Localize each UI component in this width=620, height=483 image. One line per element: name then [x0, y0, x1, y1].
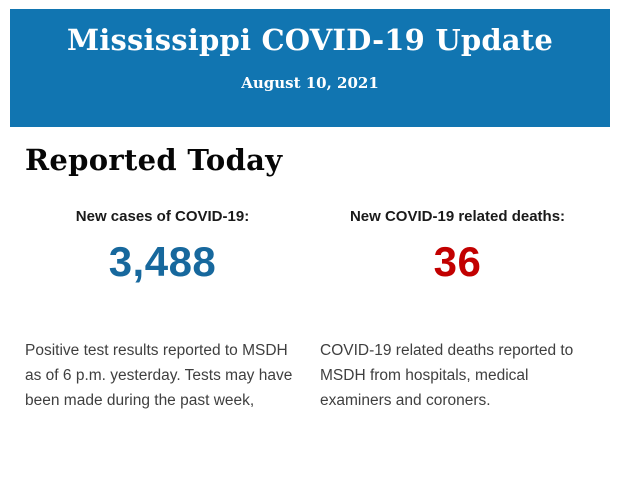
page-title: Mississippi COVID-19 Update [66, 23, 554, 57]
descriptions-row: Positive test results reported to MSDH a… [25, 338, 595, 413]
main-content: Reported Today New cases of COVID-19: 3,… [0, 127, 620, 413]
new-deaths-label: New COVID-19 related deaths: [349, 208, 566, 225]
stats-row: New cases of COVID-19: 3,488 New COVID-1… [25, 208, 595, 285]
report-date: August 10, 2021 [241, 74, 379, 92]
new-cases-label: New cases of COVID-19: [75, 208, 250, 225]
new-cases-description: Positive test results reported to MSDH a… [25, 342, 293, 409]
header-banner: Mississippi COVID-19 Update August 10, 2… [10, 9, 610, 127]
section-heading: Reported Today [25, 143, 283, 177]
new-cases-value: 3,488 [108, 238, 217, 285]
new-deaths-description: COVID-19 related deaths reported to MSDH… [320, 342, 574, 409]
new-deaths-value: 36 [433, 238, 482, 285]
stat-new-deaths: New COVID-19 related deaths: 36 [320, 208, 595, 285]
stat-new-cases: New cases of COVID-19: 3,488 [25, 208, 300, 285]
